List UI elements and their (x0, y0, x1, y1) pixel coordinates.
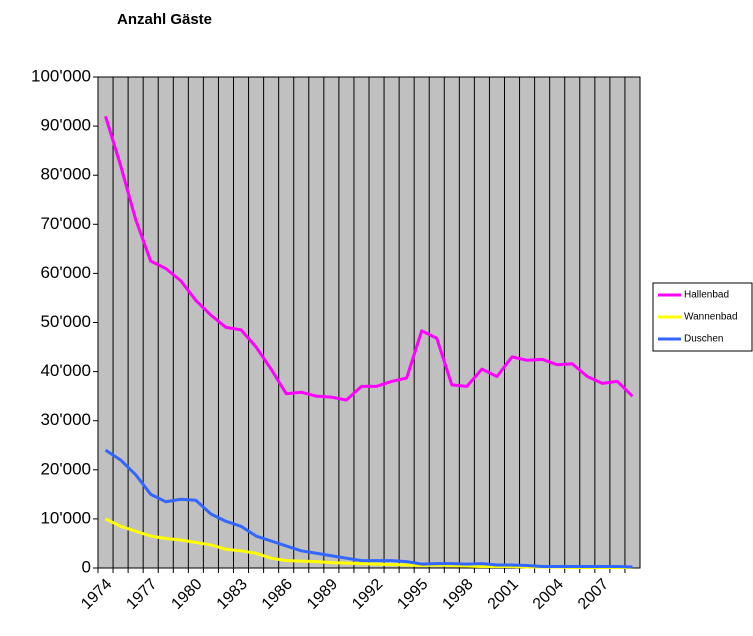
y-tick-label: 20'000 (40, 459, 91, 478)
x-tick-label: 2001 (485, 576, 522, 613)
y-tick-label: 40'000 (40, 361, 91, 380)
legend-label: Hallenbad (684, 290, 729, 301)
x-tick-label: 1989 (304, 576, 341, 613)
x-tick-label: 1983 (214, 576, 251, 613)
x-tick-label: 1980 (168, 576, 205, 613)
y-tick-label: 0 (82, 557, 91, 576)
y-tick-label: 30'000 (40, 410, 91, 429)
series-line (104, 448, 633, 569)
y-tick-label: 80'000 (40, 165, 91, 184)
x-tick-label: 1995 (394, 576, 431, 613)
y-tick-label: 90'000 (40, 116, 91, 135)
x-tick-label: 2004 (530, 576, 567, 613)
x-tick-label: 1974 (78, 576, 115, 613)
x-tick-label: 1986 (259, 576, 296, 613)
y-tick-label: 50'000 (40, 312, 91, 331)
x-tick-label: 2007 (575, 576, 612, 613)
x-tick-label: 1998 (439, 576, 476, 613)
x-tick-label: 1992 (349, 576, 386, 613)
x-tick-label: 1977 (123, 576, 160, 613)
chart-title: Anzahl Gäste (117, 11, 212, 28)
y-tick-label: 60'000 (40, 263, 91, 282)
legend-label: Duschen (684, 334, 723, 345)
legend-label: Wannenbad (684, 312, 738, 323)
y-tick-label: 10'000 (40, 508, 91, 527)
y-tick-label: 70'000 (40, 214, 91, 233)
y-tick-label: 100'000 (31, 66, 91, 85)
series-line (104, 115, 634, 402)
